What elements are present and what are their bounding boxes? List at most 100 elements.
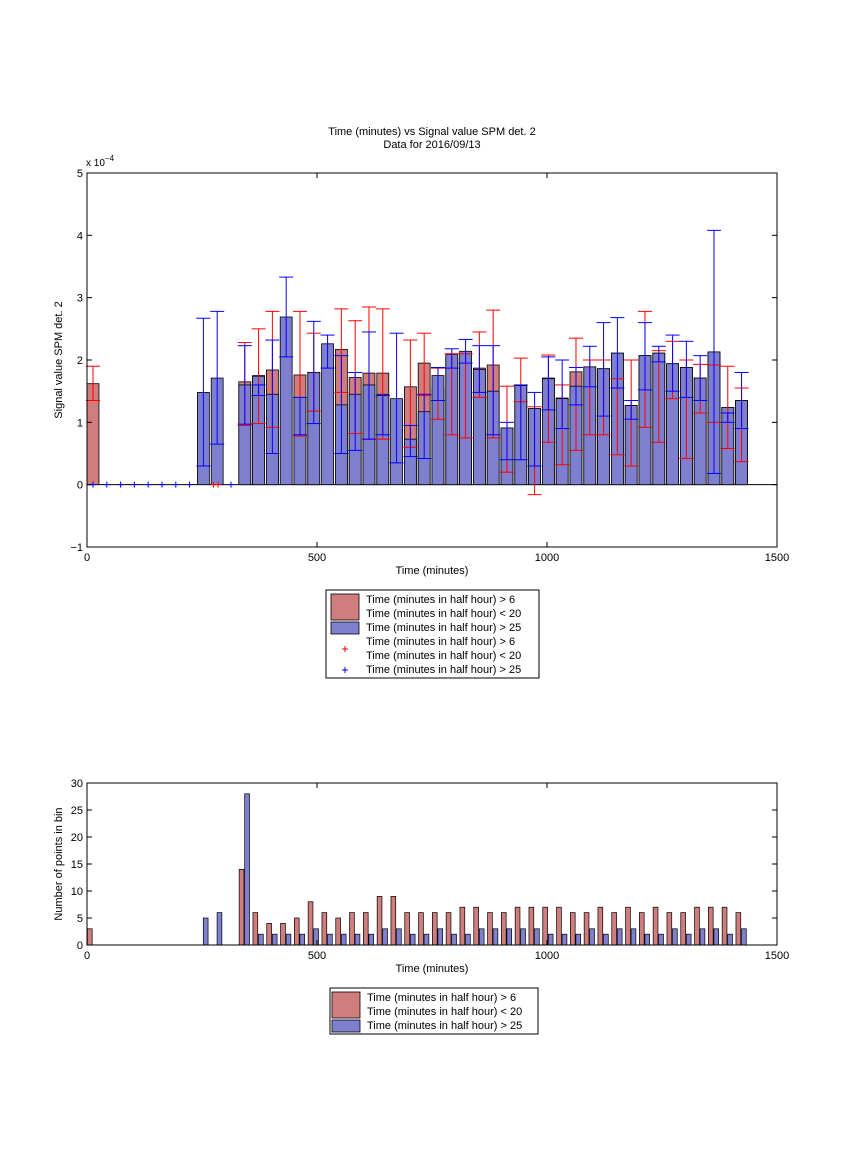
count-y-tick-label: 10 <box>71 886 83 898</box>
count-bar-red <box>252 912 259 946</box>
count-bar-red <box>694 906 700 946</box>
signal-zero-marker-blue <box>131 481 138 488</box>
count-bar-blue <box>423 933 430 946</box>
count-bar-blue <box>727 933 733 946</box>
count-bar-blue <box>409 933 416 946</box>
signal-y-axis-label: Signal value SPM det. 2 <box>53 301 65 418</box>
count-legend-swatch <box>331 991 361 1019</box>
count-bar-red <box>542 906 548 946</box>
signal-legend-marker <box>342 667 348 673</box>
count-bar-red <box>487 912 493 946</box>
count-legend-label: Time (minutes in half hour) > 25 <box>367 1020 522 1032</box>
count-x-tick-label: 0 <box>84 950 90 962</box>
count-x-axis-label: Time (minutes) <box>396 963 469 975</box>
count-bar-red <box>708 906 714 946</box>
count-bar-blue <box>285 933 292 946</box>
count-bar-red <box>404 912 410 946</box>
count-bar-blue <box>561 933 568 946</box>
count-bar-blue <box>547 933 554 946</box>
count-bar-blue <box>644 933 651 946</box>
count-bar-red <box>625 906 631 946</box>
count-bar-red <box>280 923 286 946</box>
signal-exponent-label: x 10−4 <box>86 154 115 169</box>
count-plot-area <box>87 793 747 946</box>
signal-zero-marker-blue <box>145 481 152 488</box>
signal-chart: Time (minutes) vs Signal value SPM det. … <box>53 126 789 679</box>
count-bar-red <box>639 912 645 946</box>
signal-y-tick-label: −1 <box>70 542 83 554</box>
signal-exponent-power: −4 <box>105 154 115 163</box>
count-bar-red <box>363 912 369 946</box>
count-bar-blue <box>368 933 375 946</box>
count-bar-red <box>390 896 397 946</box>
count-bar-blue <box>630 928 637 946</box>
signal-zero-marker-blue <box>172 481 179 488</box>
signal-zero-marker-blue <box>186 481 193 488</box>
count-y-tick-label: 25 <box>71 805 83 817</box>
count-bar-red <box>321 912 328 946</box>
signal-chart-subtitle: Data for 2016/09/13 <box>383 139 480 151</box>
signal-y-tick-label: 5 <box>77 168 83 180</box>
signal-plot-area <box>85 229 777 496</box>
signal-zero-marker-blue <box>117 481 124 488</box>
count-y-tick-label: 15 <box>71 859 83 871</box>
signal-legend: Time (minutes in half hour) > 6 Time (min… <box>325 589 540 679</box>
count-bar-blue <box>271 933 278 946</box>
signal-zero-marker-blue <box>103 481 110 488</box>
count-axes-box <box>86 782 778 946</box>
count-bar-red <box>611 912 617 946</box>
count-bar-red <box>528 906 535 946</box>
signal-x-tick-label: 1500 <box>765 552 789 564</box>
count-bar-blue <box>520 928 526 946</box>
count-x-tick-label: 1000 <box>535 950 559 962</box>
count-x-tick-label: 1500 <box>765 950 789 962</box>
count-bar-blue <box>451 933 457 946</box>
count-legend-label: Time (minutes in half hour) < 20 <box>367 1006 522 1018</box>
count-bar-blue <box>603 933 609 946</box>
signal-x-tick-label: 1000 <box>535 552 559 564</box>
signal-y-tick-label: 0 <box>77 480 83 492</box>
count-y-tick-label: 5 <box>77 913 83 925</box>
count-bar-red <box>652 906 659 946</box>
count-bar-red <box>583 912 590 946</box>
count-bar-red <box>238 869 245 946</box>
count-bar-red <box>556 906 562 946</box>
count-bar-blue <box>589 928 595 946</box>
count-legend-label: Time (minutes in half hour) > 6 <box>367 992 516 1004</box>
count-bar-red <box>266 923 272 946</box>
signal-zero-marker-blue <box>227 481 234 488</box>
signal-legend-label: Time (minutes in half hour) < 20 <box>366 608 521 620</box>
signal-exponent-base: x 10 <box>86 158 105 169</box>
count-bar-red <box>87 928 93 946</box>
signal-legend-swatch <box>330 593 360 621</box>
count-x-tick-label: 500 <box>308 950 326 962</box>
count-y-tick-label: 20 <box>71 832 83 844</box>
count-legend-swatch <box>331 1019 361 1033</box>
count-bar-blue <box>492 928 499 946</box>
count-y-tick-label: 30 <box>71 778 83 790</box>
count-bar-blue <box>465 933 471 946</box>
count-bar-blue <box>699 928 706 946</box>
count-bar-red <box>597 906 604 946</box>
count-bar-red <box>445 912 452 946</box>
signal-legend-label: Time (minutes in half hour) > 25 <box>366 664 521 676</box>
signal-x-tick-label: 0 <box>84 552 90 564</box>
count-bar-red <box>307 901 314 946</box>
count-bar-red <box>514 906 521 946</box>
count-chart: Time (minutes) Number of points in bin 0… <box>53 778 789 1035</box>
count-bar-red <box>432 912 438 946</box>
count-bar-blue <box>575 933 582 946</box>
count-bar-blue <box>327 933 333 946</box>
count-bar-blue <box>437 928 444 946</box>
count-y-tick-label: 0 <box>77 940 83 952</box>
count-bar-red <box>376 896 383 946</box>
signal-legend-box <box>325 589 540 679</box>
signal-axes-box <box>86 172 778 548</box>
signal-zero-marker-blue <box>158 481 165 488</box>
count-bar-blue <box>313 928 319 946</box>
count-ticks: 0 500 1000 1500 0 5 10 15 20 25 30 <box>71 778 789 962</box>
count-bar-red <box>459 906 466 946</box>
count-bar-blue <box>741 928 747 946</box>
